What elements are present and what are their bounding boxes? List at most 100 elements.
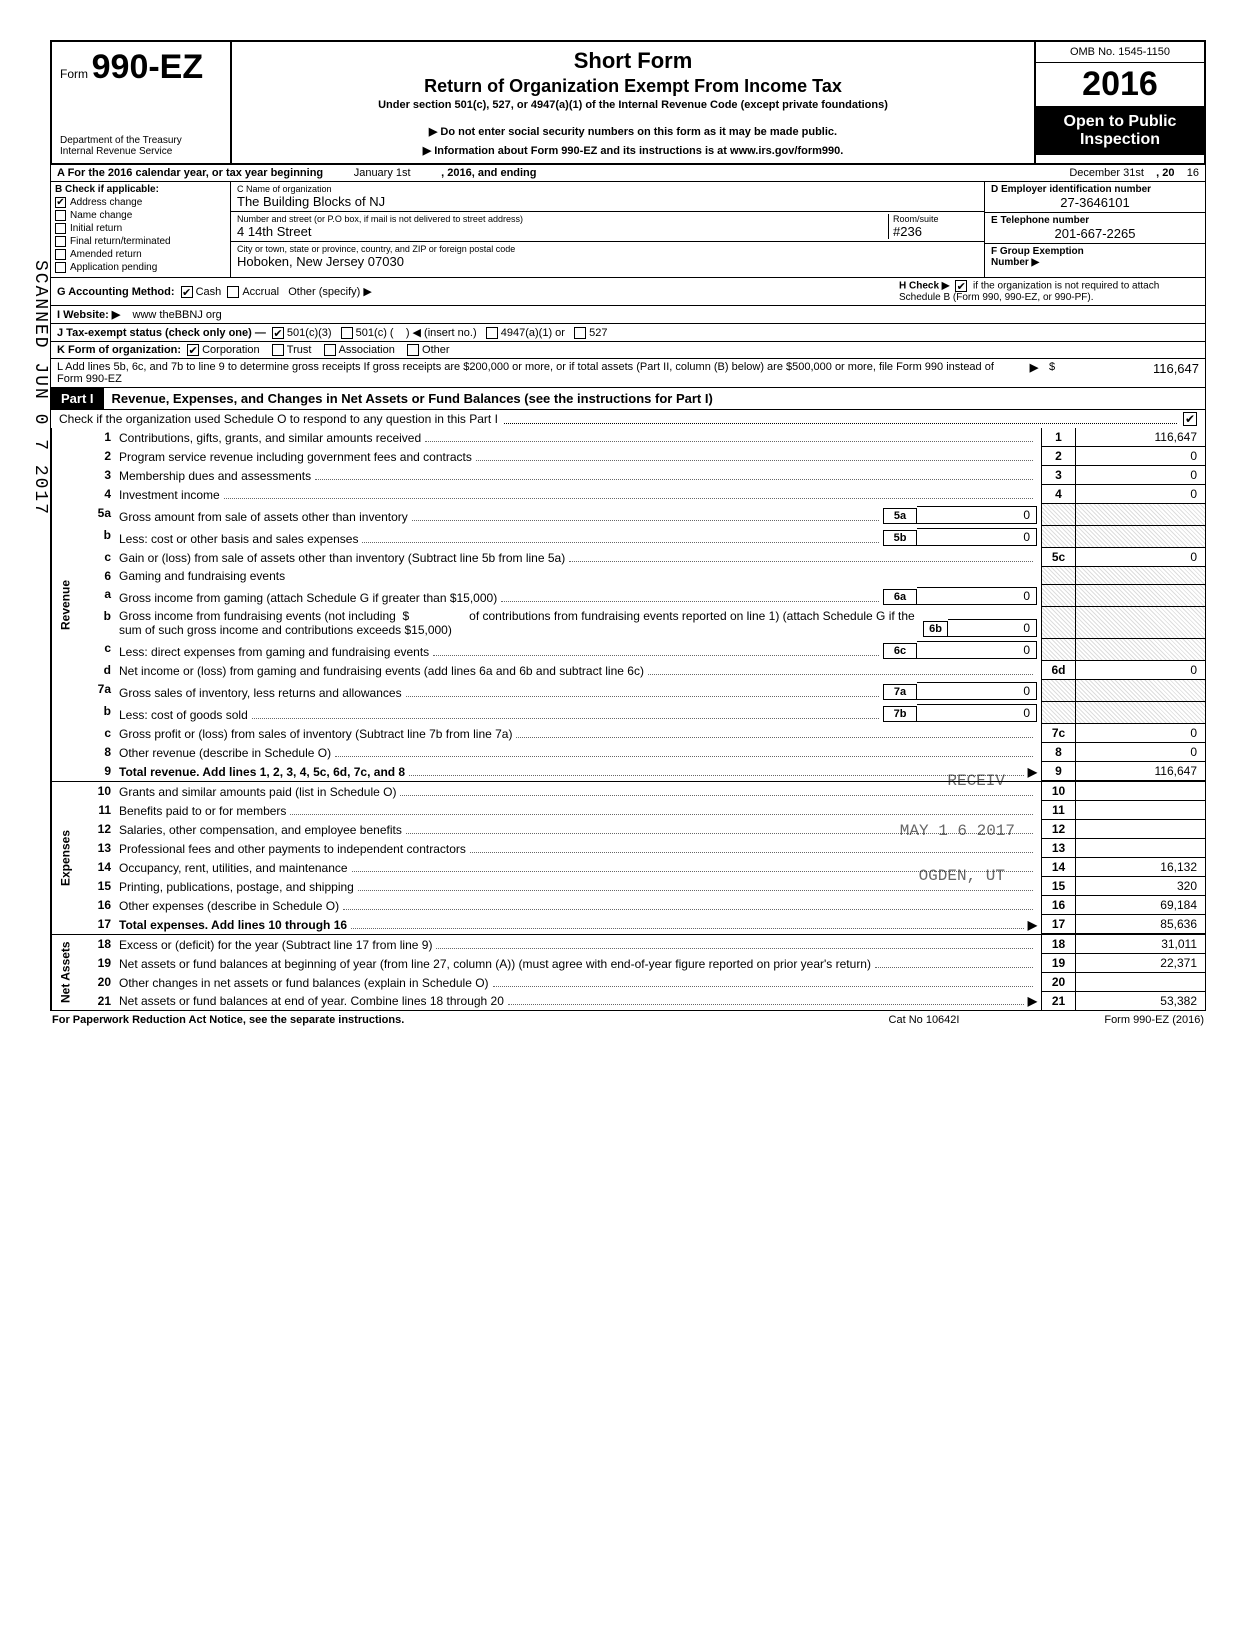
val-5a: 0 — [917, 506, 1037, 524]
ln-5c: c — [79, 548, 115, 567]
val-11 — [1075, 801, 1205, 820]
chk-501c3[interactable] — [272, 327, 284, 339]
val-1: 116,647 — [1075, 428, 1205, 447]
form-left: Form 990-EZ Department of the Treasury I… — [52, 42, 232, 163]
chk-h[interactable] — [955, 280, 967, 292]
form-under: Under section 501(c), 527, or 4947(a)(1)… — [242, 99, 1024, 111]
form-header: Form 990-EZ Department of the Treasury I… — [50, 40, 1206, 165]
form-right: OMB No. 1545-1150 2016 Open to Public In… — [1034, 42, 1204, 163]
chk-address-change[interactable]: ✔Address change — [55, 197, 226, 208]
chk-accrual[interactable] — [227, 286, 239, 298]
val-20 — [1075, 973, 1205, 992]
ln-19: 19 — [79, 954, 115, 973]
val-18: 31,011 — [1075, 935, 1205, 954]
form-title: Short Form — [242, 48, 1024, 74]
section-bcd: B Check if applicable: ✔Address change N… — [50, 182, 1206, 278]
row-a-yy: 16 — [1187, 167, 1199, 179]
phone-label: E Telephone number — [991, 215, 1199, 226]
val-14: 16,132 — [1075, 858, 1205, 877]
ln-16: 16 — [79, 896, 115, 915]
row-j: J Tax-exempt status (check only one) — 5… — [50, 324, 1206, 342]
street: 4 14th Street — [237, 224, 888, 239]
val-5b: 0 — [917, 528, 1037, 546]
val-7c: 0 — [1075, 724, 1205, 743]
row-a-suffix: , 20 — [1156, 167, 1174, 179]
phone: 201-667-2265 — [991, 226, 1199, 241]
val-17: 85,636 — [1075, 915, 1205, 934]
side-netassets: Net Assets — [51, 935, 79, 1010]
tax-year: 2016 — [1036, 63, 1204, 107]
g-label: G Accounting Method: — [57, 286, 175, 298]
ln-14: 14 — [79, 858, 115, 877]
ln-6d: d — [79, 661, 115, 680]
chk-schedule-o[interactable]: ✔ — [1183, 412, 1197, 426]
chk-name-change[interactable]: Name change — [55, 210, 226, 221]
row-a-end: December 31st — [1069, 167, 1144, 179]
year-prefix: 20 — [1082, 65, 1120, 103]
col-b: B Check if applicable: ✔Address change N… — [51, 182, 231, 277]
ln-18: 18 — [79, 935, 115, 954]
row-a-label: A For the 2016 calendar year, or tax yea… — [57, 167, 323, 179]
row-g: G Accounting Method: Cash Accrual Other … — [50, 278, 1206, 306]
form-instr2: ▶ Information about Form 990-EZ and its … — [242, 144, 1024, 157]
ln-3: 3 — [79, 466, 115, 485]
form-dept: Department of the Treasury Internal Reve… — [60, 135, 222, 157]
street-label: Number and street (or P.O box, if mail i… — [237, 214, 888, 224]
ln-12: 12 — [79, 820, 115, 839]
chk-initial-return[interactable]: Initial return — [55, 223, 226, 234]
val-7b: 0 — [917, 704, 1037, 722]
side-revenue: Revenue — [51, 428, 79, 781]
footer: For Paperwork Reduction Act Notice, see … — [50, 1011, 1206, 1029]
footer-mid: Cat No 10642I — [824, 1014, 1024, 1026]
val-19: 22,371 — [1075, 954, 1205, 973]
chk-trust[interactable] — [272, 344, 284, 356]
footer-left: For Paperwork Reduction Act Notice, see … — [52, 1014, 824, 1026]
ln-6b: b — [79, 607, 115, 639]
ln-15: 15 — [79, 877, 115, 896]
val-6d: 0 — [1075, 661, 1205, 680]
chk-application-pending[interactable]: Application pending — [55, 262, 226, 273]
val-5c: 0 — [1075, 548, 1205, 567]
form-instr1: ▶ Do not enter social security numbers o… — [242, 125, 1024, 138]
ln-7a: 7a — [79, 680, 115, 702]
form-center: Short Form Return of Organization Exempt… — [232, 42, 1034, 163]
chk-assoc[interactable] — [324, 344, 336, 356]
form-number: 990-EZ — [92, 48, 204, 86]
val-4: 0 — [1075, 485, 1205, 504]
ln-7b: b — [79, 702, 115, 724]
ln-4: 4 — [79, 485, 115, 504]
ein: 27-3646101 — [991, 195, 1199, 210]
year-digits: 16 — [1120, 65, 1158, 103]
col-d: D Employer identification number 27-3646… — [985, 182, 1205, 277]
ln-2: 2 — [79, 447, 115, 466]
group-label: F Group Exemption Number ▶ — [991, 246, 1199, 268]
row-a: A For the 2016 calendar year, or tax yea… — [50, 165, 1206, 182]
received-stamp: RECEIV — [947, 772, 1005, 790]
ogden-stamp: OGDEN, UT — [919, 867, 1005, 885]
l-dollar: $ — [1049, 361, 1069, 385]
chk-final-return[interactable]: Final return/terminated — [55, 236, 226, 247]
footer-right: Form 990-EZ (2016) — [1024, 1014, 1204, 1026]
ln-21: 21 — [79, 992, 115, 1010]
ln-13: 13 — [79, 839, 115, 858]
ln-1: 1 — [79, 428, 115, 447]
chk-cash[interactable] — [181, 286, 193, 298]
schedule-o-text: Check if the organization used Schedule … — [59, 412, 498, 426]
date-stamp: MAY 1 6 2017 — [900, 822, 1015, 840]
chk-4947[interactable] — [486, 327, 498, 339]
chk-501c[interactable] — [341, 327, 353, 339]
row-l: L Add lines 5b, 6c, and 7b to line 9 to … — [50, 359, 1206, 388]
city-label: City or town, state or province, country… — [237, 244, 978, 254]
city: Hoboken, New Jersey 07030 — [237, 254, 978, 269]
l-arrow: ▶ — [1019, 361, 1049, 385]
val-10 — [1075, 782, 1205, 801]
col-b-header: B Check if applicable: — [55, 184, 226, 195]
l-text: L Add lines 5b, 6c, and 7b to line 9 to … — [57, 361, 1019, 385]
chk-other[interactable] — [407, 344, 419, 356]
form-prefix: Form — [60, 67, 88, 81]
ein-label: D Employer identification number — [991, 184, 1199, 195]
val-21: 53,382 — [1075, 992, 1205, 1010]
chk-corp[interactable] — [187, 344, 199, 356]
chk-amended-return[interactable]: Amended return — [55, 249, 226, 260]
chk-527[interactable] — [574, 327, 586, 339]
